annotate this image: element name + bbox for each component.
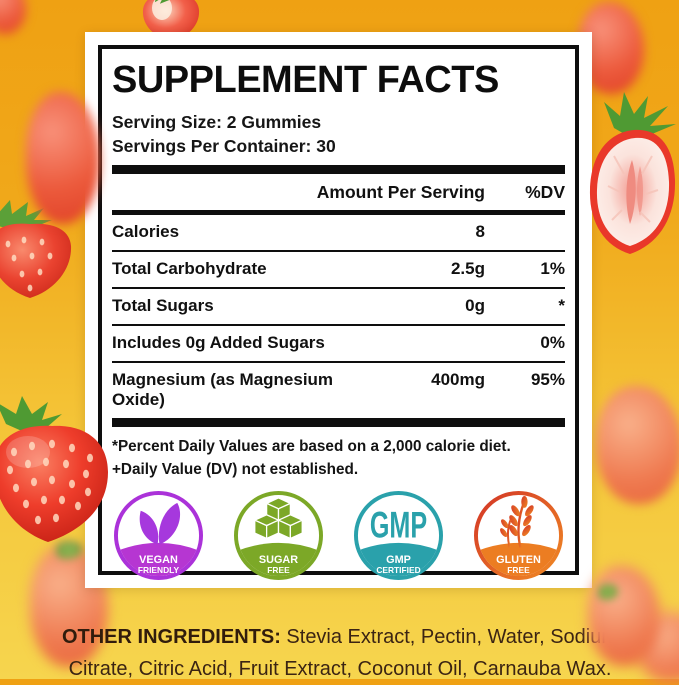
row-dv: 0% (540, 333, 565, 353)
row-dv: 1% (540, 259, 565, 279)
row-name: Magnesium (as Magnesium Oxide) (112, 370, 334, 410)
divider-medium (112, 210, 565, 216)
row-name: Includes 0g Added Sugars (112, 333, 325, 353)
divider-thick (112, 418, 565, 428)
header-amount: Amount Per Serving (316, 182, 485, 203)
badge-label: GLUTEN (496, 554, 541, 566)
other-ingredients-text: Stevia Extract, Pectin, Water, Sodium Ci… (68, 626, 619, 680)
divider-thin (112, 361, 565, 364)
row-name: Calories (112, 222, 180, 242)
table-row: Total Sugars 0g * (112, 289, 565, 324)
table-row: Total Carbohydrate 2.5g 1% (112, 252, 565, 287)
row-amount: 8 (475, 222, 485, 242)
servings-per-container: Servings Per Container: 30 (112, 136, 336, 157)
strawberry-blur-top-left-icon (0, 0, 26, 34)
row-amount: 2.5g (450, 259, 485, 279)
badge-label: FRIENDLY (138, 565, 180, 575)
wheat-icon (500, 496, 534, 548)
gmp-certified-badge: GMP GMP CERTIFIED (354, 491, 443, 581)
gluten-free-badge: GLUTEN FREE (474, 491, 563, 581)
vegan-friendly-badge: VEGAN FRIENDLY (114, 491, 203, 581)
leaf-blur-bottom-left-icon (56, 541, 82, 559)
panel-border: SUPPLEMENT FACTS Serving Size: 2 Gummies… (98, 45, 579, 581)
strawberry-blur-left-icon (26, 92, 100, 224)
header-dv: %DV (525, 182, 565, 203)
badge-row: VEGAN FRIENDLY SUGAR FREE (114, 491, 563, 581)
strawberry-left-crown-icon (0, 200, 72, 298)
row-dv: 95% (530, 370, 565, 390)
table-row: Includes 0g Added Sugars 0% (112, 326, 565, 361)
sugar-free-badge: SUGAR FREE (234, 491, 323, 581)
other-ingredients-label: OTHER INGREDIENTS: (61, 626, 281, 648)
divider-thick (112, 165, 565, 175)
badge-label: CERTIFIED (376, 565, 420, 575)
badge-label: FREE (267, 565, 290, 575)
supplement-facts-panel: SUPPLEMENT FACTS Serving Size: 2 Gummies… (85, 32, 592, 588)
table-row: Magnesium (as Magnesium Oxide) 400mg 95% (112, 363, 565, 418)
row-amount: 400mg (431, 370, 485, 390)
gmp-icon: GMP (370, 504, 427, 546)
badge-label: SUGAR (259, 554, 298, 566)
table-header: Amount Per Serving %DV (112, 174, 565, 210)
table-row: Calories 8 (112, 215, 565, 250)
leaf-blur-bottom-right-icon (598, 584, 618, 600)
divider-thin (112, 287, 565, 290)
footnote: *Percent Daily Values are based on a 2,0… (112, 436, 565, 482)
strawberry-blur-right-mid-icon (596, 386, 679, 504)
row-amount: 0g (465, 296, 485, 316)
sugar-cubes-icon (254, 497, 303, 540)
divider-thin (112, 250, 565, 253)
strawberry-big-bottom-left-icon (0, 396, 108, 542)
row-name: Total Sugars (112, 296, 214, 316)
other-ingredients: OTHER INGREDIENTS: Stevia Extract, Pecti… (50, 621, 630, 685)
strawberry-slice-right-icon (589, 92, 676, 254)
footnote-line: +Daily Value (DV) not established. (112, 461, 359, 479)
badge-label: GMP (386, 554, 411, 566)
badge-label: VEGAN (139, 554, 178, 566)
strawberry-blur-bottom-right-icon (588, 566, 660, 666)
divider-thin (112, 324, 565, 327)
leaves-icon (139, 503, 181, 545)
row-name: Total Carbohydrate (112, 259, 267, 279)
serving-size: Serving Size: 2 Gummies (112, 112, 322, 132)
panel-title: SUPPLEMENT FACTS (112, 59, 499, 101)
strawberry-top-edge-icon (142, 0, 200, 42)
badge-label: FREE (507, 565, 530, 575)
footnote-line: *Percent Daily Values are based on a 2,0… (112, 438, 511, 456)
row-dv: * (558, 296, 565, 316)
